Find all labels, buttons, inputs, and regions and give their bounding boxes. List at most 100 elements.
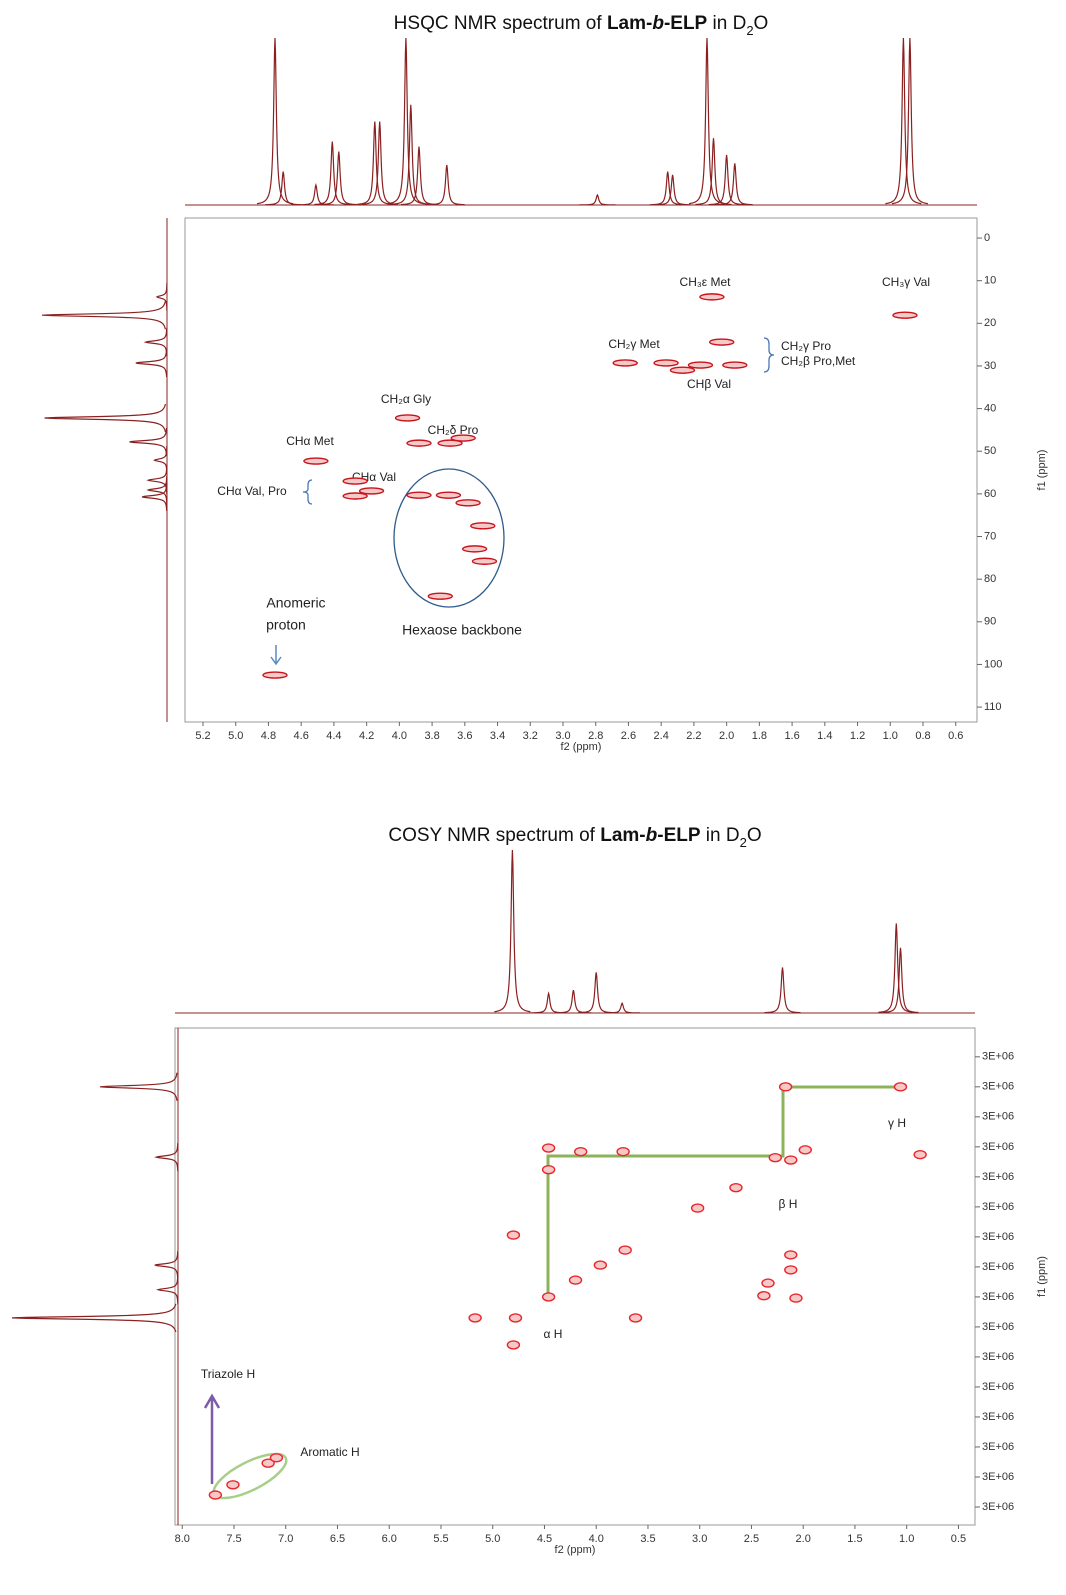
- x-tick-label: 1.0: [883, 730, 898, 742]
- f2-projection-peak: [387, 37, 425, 205]
- y-tick-label: 3E+06: [982, 1351, 1014, 1363]
- cross-peak: [435, 491, 462, 499]
- y-tick-label: 3E+06: [982, 1411, 1014, 1423]
- cross-peak: [687, 361, 714, 369]
- y-tick-label: 0: [984, 232, 990, 244]
- cross-peak: [593, 1260, 608, 1270]
- cross-peak: [406, 439, 432, 447]
- title-part: O: [754, 13, 769, 34]
- y-tick-label: 3E+06: [982, 1081, 1014, 1093]
- f2-projection-peak: [428, 164, 465, 206]
- f2-projection-peak: [356, 121, 393, 205]
- y-tick-label: 110: [984, 701, 1002, 713]
- annotation: β H: [779, 1197, 798, 1211]
- annotation: Aromatic H: [300, 1445, 359, 1459]
- cross-peak: [709, 338, 735, 346]
- cross-peak: [471, 557, 498, 565]
- cross-peak: [778, 1082, 793, 1092]
- x-tick-label: 3.6: [457, 730, 472, 742]
- connection-path: [546, 1085, 900, 1297]
- y-tick-label: 3E+06: [982, 1441, 1014, 1453]
- cross-peak: [892, 311, 918, 319]
- annotation: CH₂β Pro,Met: [781, 354, 856, 368]
- x-tick-label: 7.0: [278, 1533, 293, 1545]
- f2-projection-peak: [256, 37, 294, 205]
- x-tick-label: 3.2: [523, 730, 538, 742]
- f2-projection-peak: [708, 154, 745, 206]
- annotation: CH₂γ Met: [608, 337, 660, 351]
- f2-projection-peak: [314, 141, 351, 206]
- f2-projection-peak: [604, 1001, 641, 1014]
- cross-peak: [261, 1458, 275, 1468]
- y-tick-label: 80: [984, 573, 996, 585]
- f1-projection-peak: [44, 403, 166, 433]
- f2-projection-peak: [649, 171, 686, 206]
- arrow: [270, 645, 282, 666]
- x-tick-label: 2.2: [686, 730, 701, 742]
- cross-peak: [653, 359, 679, 367]
- f2-projection-peak: [361, 121, 398, 205]
- title-part: 2: [746, 23, 753, 38]
- f2-projection-peak: [688, 37, 726, 205]
- cross-peak: [893, 1082, 908, 1092]
- cross-peak: [573, 1146, 588, 1157]
- f2-projection-peak: [716, 163, 753, 206]
- title-part: in D: [701, 825, 740, 846]
- title-part: b: [652, 13, 664, 34]
- cross-peak: [784, 1155, 798, 1165]
- y-tick-label: 10: [984, 275, 996, 287]
- cross-peak: [757, 1291, 771, 1301]
- f2-projection-peak: [530, 991, 567, 1014]
- y-tick-label: 60: [984, 488, 996, 500]
- y-tick-label: 40: [984, 403, 996, 415]
- y-axis-label: f1 (ppm): [1036, 450, 1048, 491]
- f2-projection-peak: [297, 182, 334, 206]
- annotation: Triazole H: [201, 1367, 255, 1381]
- cross-peak: [699, 293, 725, 301]
- f1-projection-peak: [154, 1143, 179, 1172]
- y-tick-label: 20: [984, 317, 996, 329]
- cross-peak: [262, 671, 288, 679]
- y-tick-label: 3E+06: [982, 1141, 1014, 1153]
- x-tick-label: 3.5: [640, 1533, 655, 1545]
- x-tick-label: 3.8: [424, 730, 439, 742]
- annotation: proton: [266, 617, 306, 633]
- x-tick-label: 2.8: [588, 730, 603, 742]
- annotation: Anomeric: [266, 595, 325, 611]
- f2-projection-peak: [579, 193, 616, 206]
- f2-projection-peak: [882, 947, 919, 1014]
- x-tick-label: 5.2: [195, 730, 210, 742]
- x-tick-label: 5.5: [433, 1533, 448, 1545]
- cross-peak: [470, 522, 496, 530]
- cross-peak: [427, 592, 453, 600]
- highlight-ellipse: [393, 468, 505, 608]
- cross-peak: [541, 1143, 556, 1153]
- x-axis-label: f2 (ppm): [561, 741, 602, 753]
- cross-peak: [406, 491, 432, 499]
- y-tick-label: 3E+06: [982, 1231, 1014, 1243]
- x-tick-label: 4.6: [294, 730, 309, 742]
- title-part: O: [747, 825, 762, 846]
- title-part: -ELP: [664, 13, 708, 34]
- annotation: CHα Val, Pro: [217, 484, 287, 498]
- cross-peak: [437, 439, 463, 447]
- y-tick-label: 50: [984, 445, 996, 457]
- f1-projection-peak: [154, 1251, 179, 1280]
- title-part: in D: [707, 13, 746, 34]
- x-tick-label: 1.0: [899, 1533, 914, 1545]
- f2-projection-peak: [265, 171, 302, 206]
- y-tick-label: 3E+06: [982, 1291, 1014, 1303]
- cross-peak: [506, 1230, 521, 1240]
- title-part: 2: [740, 835, 747, 850]
- x-tick-label: 2.5: [744, 1533, 759, 1545]
- cross-peak: [269, 1453, 284, 1463]
- cross-peak: [798, 1145, 812, 1155]
- cross-peak: [789, 1293, 803, 1303]
- x-tick-label: 1.5: [847, 1533, 862, 1545]
- x-axis-label: f2 (ppm): [555, 1544, 596, 1556]
- annotation: CHβ Val: [687, 377, 731, 391]
- cross-peak: [303, 457, 329, 465]
- f2-projection-peak: [555, 990, 592, 1014]
- x-tick-label: 2.4: [654, 730, 669, 742]
- hsqc-plot-area: [184, 217, 978, 723]
